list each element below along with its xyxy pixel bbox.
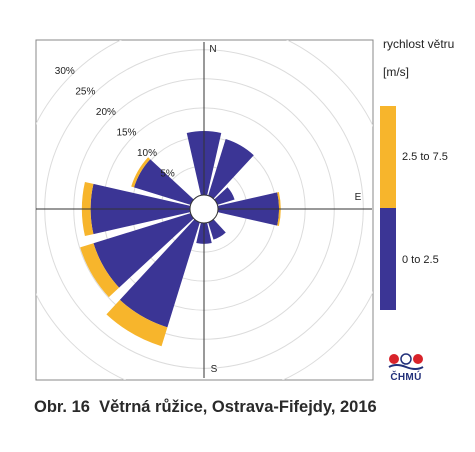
legend-label: 0 to 2.5: [402, 254, 439, 266]
radial-tick-labels: 5%10%15%20%25%30%: [55, 66, 175, 180]
sector-bar: [208, 219, 226, 240]
legend-swatch: [380, 208, 396, 310]
sector-bar: [133, 159, 194, 205]
direction-label: S: [211, 364, 218, 375]
radial-tick-label: 20%: [96, 107, 116, 118]
caption-label: Obr. 16: [34, 398, 90, 416]
legend-label: 2.5 to 7.5: [402, 151, 448, 163]
figure-caption: Obr. 16 Větrná růžice, Ostrava-Fifejdy, …: [34, 398, 377, 417]
chmu-logo: ČHMÚ: [386, 351, 426, 385]
plot-frame: [35, 39, 374, 381]
sector-bar: [131, 157, 151, 188]
caption-text: Větrná růžice, Ostrava-Fifejdy, 2016: [99, 398, 377, 416]
sector-bar: [208, 138, 254, 199]
radial-tick-label: 10%: [137, 148, 157, 159]
sector-bar: [106, 299, 168, 347]
legend: rychlost větru [m/s] 2.5 to 7.5 0 to 2.5: [380, 37, 454, 310]
direction-label: E: [355, 192, 362, 203]
radial-tick-label: 5%: [160, 169, 175, 180]
sector-bar: [119, 219, 200, 328]
sector-bar: [214, 187, 235, 205]
legend-swatch: [380, 106, 396, 208]
sector-bar: [80, 243, 120, 298]
radial-tick-label: 30%: [55, 66, 75, 77]
axes: [36, 42, 372, 378]
legend-title: rychlost větru: [383, 37, 454, 51]
radial-tick-label: 25%: [75, 86, 95, 97]
wind-rose-chart: 5%10%15%20%25%30% N E S rychlost větru [m/…: [35, 37, 454, 381]
radial-tick-label: 15%: [116, 127, 136, 138]
direction-labels: N E S: [209, 44, 361, 375]
sector-bar: [277, 191, 281, 227]
sectors: [80, 131, 281, 347]
chmu-logo-icon: [388, 353, 424, 370]
legend-unit: [m/s]: [383, 65, 409, 79]
sector-bar: [93, 213, 194, 288]
direction-label: N: [209, 44, 216, 55]
logo-text: ČHMÚ: [390, 372, 422, 383]
calm-circle: [189, 194, 219, 224]
